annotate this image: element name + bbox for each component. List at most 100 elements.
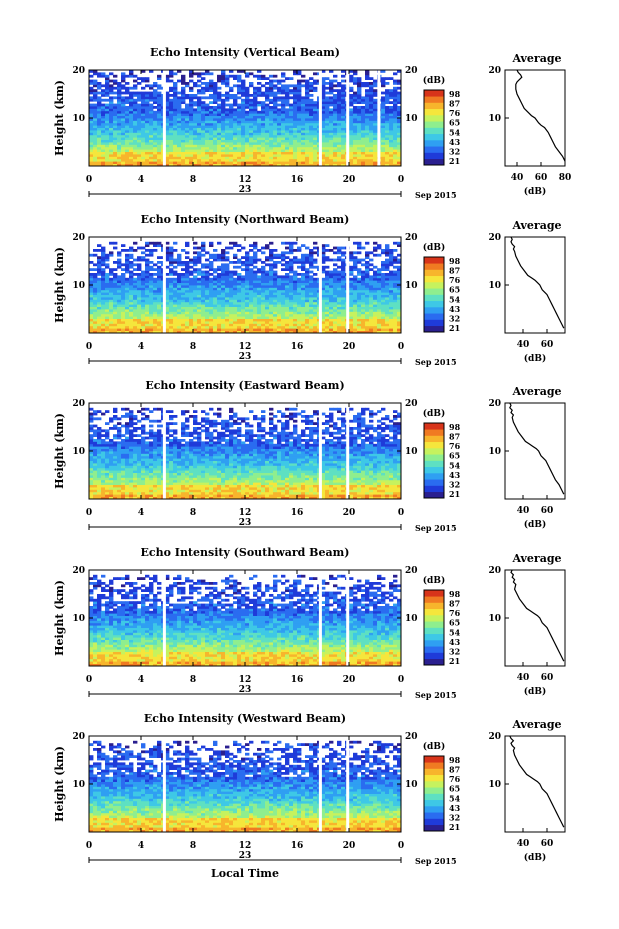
data-gap-0	[162, 403, 166, 499]
colorbar-tick-label: 43	[449, 803, 461, 813]
y-tick-label: 10	[72, 281, 85, 291]
colorbar-tick-label: 76	[449, 108, 461, 118]
profile-y-tick-label: 10	[488, 114, 501, 124]
x-tick-label: 16	[291, 342, 304, 352]
panel-title: Echo Intensity (Westward Beam)	[144, 712, 346, 725]
data-gap-1	[318, 570, 322, 666]
month-label: Sep 2015	[415, 357, 457, 367]
x-tick-label: 4	[138, 675, 144, 685]
colorbar	[423, 755, 445, 832]
y-axis-label: Height (km)	[53, 80, 66, 156]
colorbar-unit: (dB)	[423, 408, 445, 419]
data-gap-0	[162, 237, 166, 333]
colorbar-tick-label: 43	[449, 137, 461, 147]
colorbar-tick-label: 98	[449, 589, 461, 599]
y-tick-label: 20	[72, 399, 85, 409]
y-axis-label: Height (km)	[53, 413, 66, 489]
y-axis-label: Height (km)	[53, 247, 66, 323]
colorbar-tick-label: 98	[449, 422, 461, 432]
colorbar-tick-label: 32	[449, 812, 460, 822]
y-tick-label: 20	[72, 233, 85, 243]
x-tick-label: 8	[190, 841, 196, 851]
x-tick-label: 0	[398, 508, 404, 518]
x-tick-label: 8	[190, 175, 196, 185]
colorbar-tick-label: 87	[449, 99, 460, 109]
data-gap-1	[318, 70, 322, 166]
colorbar-tick-label: 98	[449, 89, 461, 99]
average-profile: Average 40 60 20 10 (dB)	[488, 385, 566, 530]
x-tick-label: 16	[291, 508, 304, 518]
x-tick-label: 8	[190, 675, 196, 685]
profile-line	[510, 569, 565, 662]
x-axis-label: Local Time	[211, 867, 279, 880]
date-label: 23	[239, 851, 252, 861]
colorbar-tick-label: 54	[449, 793, 461, 803]
average-profile: Average 40 60 20 10 (dB)	[488, 552, 566, 697]
profile-line	[515, 69, 566, 162]
profile-x-label: (dB)	[524, 186, 546, 197]
data-gap-1	[318, 403, 322, 499]
colorbar-tick-label: 43	[449, 637, 461, 647]
y-axis-label: Height (km)	[53, 746, 66, 822]
profile-x-tick-label: 60	[541, 673, 554, 683]
colorbar	[423, 422, 445, 499]
x-tick-label: 0	[398, 841, 404, 851]
profile-frame	[504, 402, 566, 500]
colorbar-unit: (dB)	[423, 575, 445, 586]
month-label: Sep 2015	[415, 190, 457, 200]
x-tick-label: 20	[343, 675, 356, 685]
colorbar-tick-label: 54	[449, 460, 461, 470]
data-gap-0	[162, 70, 166, 166]
colorbar-tick-label: 87	[449, 599, 460, 609]
profile-y-tick-label: 10	[488, 614, 501, 624]
colorbar-tick-label: 32	[449, 313, 460, 323]
y-tick-label: 10	[72, 780, 85, 790]
y-tick-label: 10	[72, 614, 85, 624]
heatmap-cells	[89, 407, 402, 500]
month-label: Sep 2015	[415, 523, 457, 533]
profile-y-tick-label: 20	[488, 732, 501, 742]
colorbar-tick-label: 65	[449, 451, 460, 461]
x-tick-label: 0	[86, 342, 92, 352]
x-tick-label: 16	[291, 675, 304, 685]
data-gap-2	[346, 237, 350, 333]
colorbar	[423, 589, 445, 666]
panel-0: Echo Intensity (Vertical Beam) Height (km…	[53, 46, 571, 200]
y-tick-label-right: 20	[405, 399, 418, 409]
x-tick-label: 4	[138, 342, 144, 352]
colorbar-tick-label: 65	[449, 118, 460, 128]
colorbar-tick-label: 76	[449, 441, 461, 451]
profile-x-tick-label: 40	[517, 673, 530, 683]
profile-title: Average	[511, 552, 561, 565]
profile-x-label: (dB)	[524, 519, 546, 530]
colorbar-tick-label: 32	[449, 646, 460, 656]
x-tick-label: 0	[398, 175, 404, 185]
y-tick-label: 20	[72, 66, 85, 76]
x-tick-label: 4	[138, 508, 144, 518]
y-tick-label: 10	[72, 114, 85, 124]
colorbar-tick-label: 54	[449, 627, 461, 637]
profile-title: Average	[511, 385, 561, 398]
profile-frame	[504, 569, 566, 667]
profile-x-tick-label: 60	[541, 506, 554, 516]
data-gap-0	[162, 570, 166, 666]
colorbar-tick-label: 87	[449, 432, 460, 442]
y-tick-label-right: 20	[405, 566, 418, 576]
x-tick-label: 12	[239, 841, 252, 851]
colorbar-tick-label: 21	[449, 323, 460, 333]
x-tick-label: 0	[86, 675, 92, 685]
profile-x-label: (dB)	[524, 686, 546, 697]
panel-title: Echo Intensity (Southward Beam)	[141, 546, 350, 559]
colorbar-tick-label: 76	[449, 774, 461, 784]
month-label: Sep 2015	[415, 856, 457, 866]
data-gap-2	[346, 70, 350, 166]
colorbar-tick-label: 65	[449, 618, 460, 628]
x-tick-label: 12	[239, 508, 252, 518]
profile-x-tick-label: 60	[541, 839, 554, 849]
profile-x-label: (dB)	[524, 852, 546, 863]
date-label: 23	[239, 352, 252, 362]
profile-x-tick-label: 60	[541, 340, 554, 350]
profile-title: Average	[511, 219, 561, 232]
colorbar-tick-label: 98	[449, 256, 461, 266]
